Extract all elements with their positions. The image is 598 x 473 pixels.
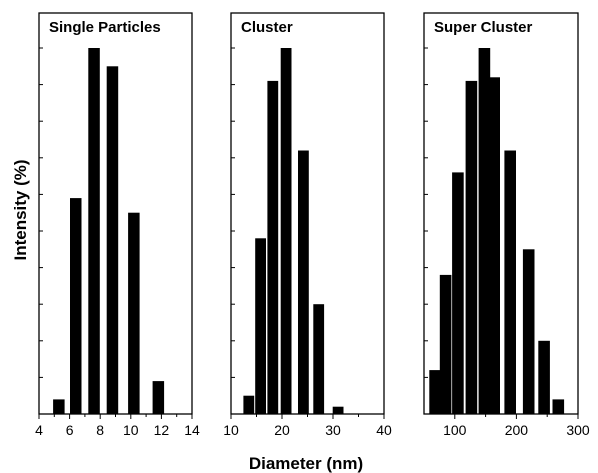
x-tick-label: 300 [566, 422, 590, 438]
histogram-bar [552, 399, 565, 414]
x-axis-label: Diameter (nm) [249, 454, 363, 473]
histogram-bar [280, 48, 292, 414]
x-tick-label: 200 [505, 422, 529, 438]
x-tick-label: 12 [154, 422, 170, 438]
histogram-bar [538, 340, 550, 414]
histogram-bar [70, 198, 82, 414]
histogram-bar [106, 66, 119, 415]
histogram-bar [522, 249, 535, 414]
histogram-panel: Single Particles 4 6 8 10 12 14 [35, 12, 200, 438]
x-tick-label: 30 [325, 422, 341, 438]
panel-title: Single Particles [49, 19, 161, 36]
x-tick-label: 4 [35, 422, 43, 438]
x-tick-label: 20 [274, 422, 290, 438]
histogram-bar [298, 150, 309, 414]
histogram-bar [452, 172, 464, 414]
x-tick-label: 10 [223, 422, 239, 438]
panel-title: Cluster [241, 19, 293, 36]
histogram-bar [488, 77, 500, 415]
histogram-bar [429, 370, 441, 414]
histogram-bar [128, 212, 140, 414]
x-tick-label: 40 [376, 422, 392, 438]
panel-frame [423, 12, 579, 415]
histogram-bar [152, 381, 165, 414]
x-tick-label: 10 [123, 422, 139, 438]
panel-title: Super Cluster [434, 19, 533, 36]
histogram-panel: Cluster 10 20 30 40 [223, 12, 392, 438]
x-tick-label: 100 [443, 422, 467, 438]
histogram-bar [255, 238, 266, 414]
histogram-bar [439, 274, 452, 414]
histogram-bar [267, 80, 279, 415]
histogram-bar [478, 48, 491, 414]
x-tick-label: 8 [96, 422, 104, 438]
x-tick-label: 14 [184, 422, 200, 438]
histogram-panel: Super Cluster 100 200 300 [423, 12, 590, 438]
histogram-bar [53, 399, 65, 414]
histogram-bar [504, 150, 516, 414]
histogram-bar [313, 304, 325, 414]
histogram-bar [88, 48, 100, 414]
x-tick-label: 6 [66, 422, 74, 438]
y-axis-label: Intensity (%) [11, 159, 30, 260]
histogram-bar [332, 406, 344, 414]
histogram-bar [243, 395, 255, 414]
histogram-bar [465, 80, 478, 415]
